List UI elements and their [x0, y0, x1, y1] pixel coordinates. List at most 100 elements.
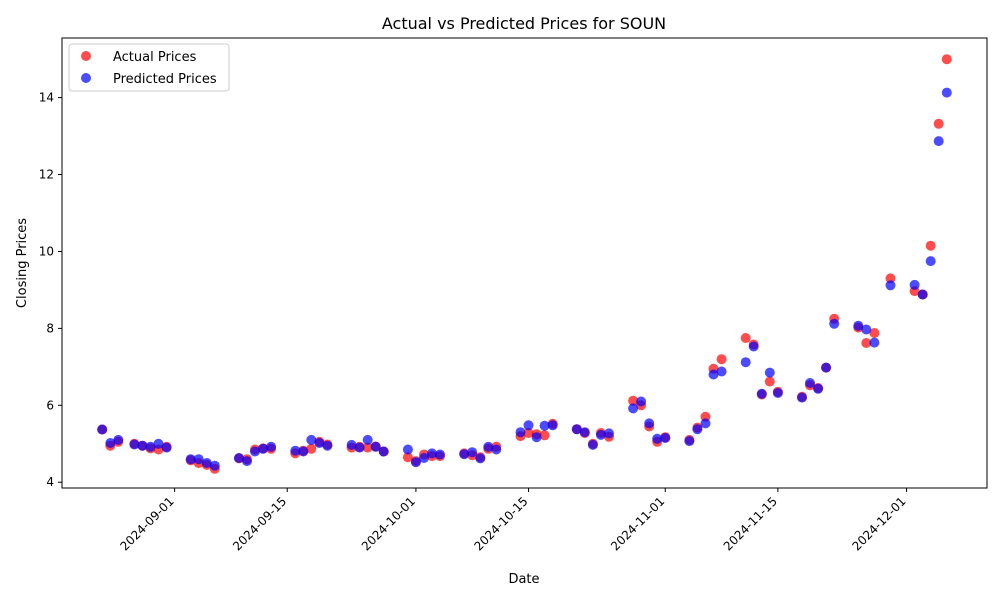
data-point-predicted: [185, 454, 196, 465]
data-point-actual: [861, 338, 872, 348]
x-axis-label: Date: [508, 572, 539, 587]
data-point-predicted: [250, 446, 260, 457]
data-point-predicted: [941, 87, 952, 98]
chart-title: Actual vs Predicted Prices for SOUN: [382, 14, 666, 33]
y-tick-label: 8: [46, 321, 54, 335]
data-point-predicted: [354, 442, 365, 453]
data-point-predicted: [547, 420, 558, 431]
data-point-actual: [941, 54, 952, 65]
data-point-predicted: [201, 458, 212, 468]
data-point-predicted: [604, 428, 614, 439]
data-point-predicted: [821, 362, 832, 373]
data-point-predicted: [587, 439, 598, 450]
data-point-predicted: [370, 441, 381, 452]
data-point-predicted: [829, 318, 840, 329]
data-point-predicted: [483, 441, 494, 452]
data-point-predicted: [853, 320, 864, 331]
data-point-predicted: [660, 433, 671, 443]
data-point-predicted: [861, 324, 872, 335]
data-point-predicted: [797, 392, 807, 403]
data-point-predicted: [419, 453, 429, 463]
data-point-actual: [740, 333, 751, 343]
data-point-actual: [716, 354, 727, 365]
y-tick-label: 10: [39, 244, 54, 258]
data-point-predicted: [491, 444, 502, 455]
data-point-predicted: [813, 383, 824, 394]
data-point-predicted: [644, 418, 655, 429]
data-point-predicted: [933, 136, 944, 147]
data-point-predicted: [595, 429, 606, 440]
data-point-actual: [523, 428, 534, 438]
data-point-actual: [402, 452, 413, 463]
data-point-predicted: [692, 424, 703, 435]
data-point-predicted: [161, 442, 172, 453]
plot-frame: [61, 37, 988, 489]
legend-marker-actual: [81, 51, 91, 61]
data-point-predicted: [290, 445, 301, 456]
data-point-predicted: [322, 440, 333, 451]
data-point-predicted: [805, 378, 815, 388]
data-point-predicted: [266, 441, 277, 452]
data-point-predicted: [113, 434, 124, 445]
data-point-actual: [306, 443, 317, 454]
legend-marker-predicted: [81, 73, 91, 83]
data-point-actual: [539, 430, 550, 441]
y-axis: 4 6 8 10 12 14: [39, 91, 62, 489]
data-point-predicted: [402, 444, 413, 455]
data-point-predicted: [869, 337, 880, 348]
data-point-actual: [362, 442, 373, 453]
data-point-predicted: [410, 457, 421, 468]
legend-label-actual: Actual Prices: [113, 50, 197, 65]
data-point-predicted: [209, 460, 220, 471]
data-point-actual: [764, 376, 775, 387]
data-point-predicted: [772, 388, 783, 398]
data-point-predicted: [145, 441, 156, 452]
data-point-predicted: [258, 443, 269, 454]
data-point-predicted: [234, 453, 244, 463]
data-point-predicted: [756, 388, 767, 399]
data-point-predicted: [378, 446, 389, 457]
data-point-predicted: [362, 434, 373, 445]
data-point-predicted: [925, 256, 936, 267]
data-point-predicted: [909, 279, 920, 290]
y-tick-label: 4: [46, 475, 54, 489]
data-point-actual: [933, 118, 944, 129]
data-point-predicted: [105, 438, 116, 448]
legend: Actual Prices Predicted Prices: [68, 43, 230, 92]
data-point-predicted: [700, 418, 711, 429]
data-point-predicted: [571, 424, 582, 435]
data-point-predicted: [684, 436, 695, 447]
data-point-predicted: [539, 420, 550, 431]
data-point-predicted: [475, 453, 486, 464]
data-point-actual: [628, 395, 639, 406]
data-point-predicted: [748, 341, 759, 352]
data-point-predicted: [764, 367, 775, 378]
y-tick-label: 6: [46, 398, 54, 412]
data-point-predicted: [636, 396, 647, 407]
data-point-actual: [885, 273, 896, 284]
data-point-predicted: [129, 439, 140, 450]
data-point-predicted: [467, 447, 478, 458]
data-point-predicted: [628, 403, 639, 414]
y-tick-label: 12: [39, 168, 54, 182]
data-point-predicted: [885, 280, 896, 291]
data-point-predicted: [716, 366, 727, 377]
legend-label-predicted: Predicted Prices: [113, 72, 217, 87]
data-point-actual: [925, 240, 936, 251]
data-point-predicted: [740, 357, 751, 368]
data-point-predicted: [298, 446, 309, 457]
data-point-predicted: [579, 427, 590, 438]
data-point-actual: [869, 328, 880, 338]
data-point-predicted: [435, 449, 445, 460]
data-point-predicted: [531, 432, 542, 443]
y-tick-label: 14: [39, 91, 54, 105]
data-point-predicted: [137, 440, 148, 451]
legend-box: [68, 43, 230, 92]
data-point-predicted: [917, 289, 928, 300]
data-point-predicted: [459, 449, 470, 460]
data-point-predicted: [314, 438, 325, 448]
data-point-predicted: [306, 434, 317, 445]
data-point-predicted: [427, 448, 437, 459]
